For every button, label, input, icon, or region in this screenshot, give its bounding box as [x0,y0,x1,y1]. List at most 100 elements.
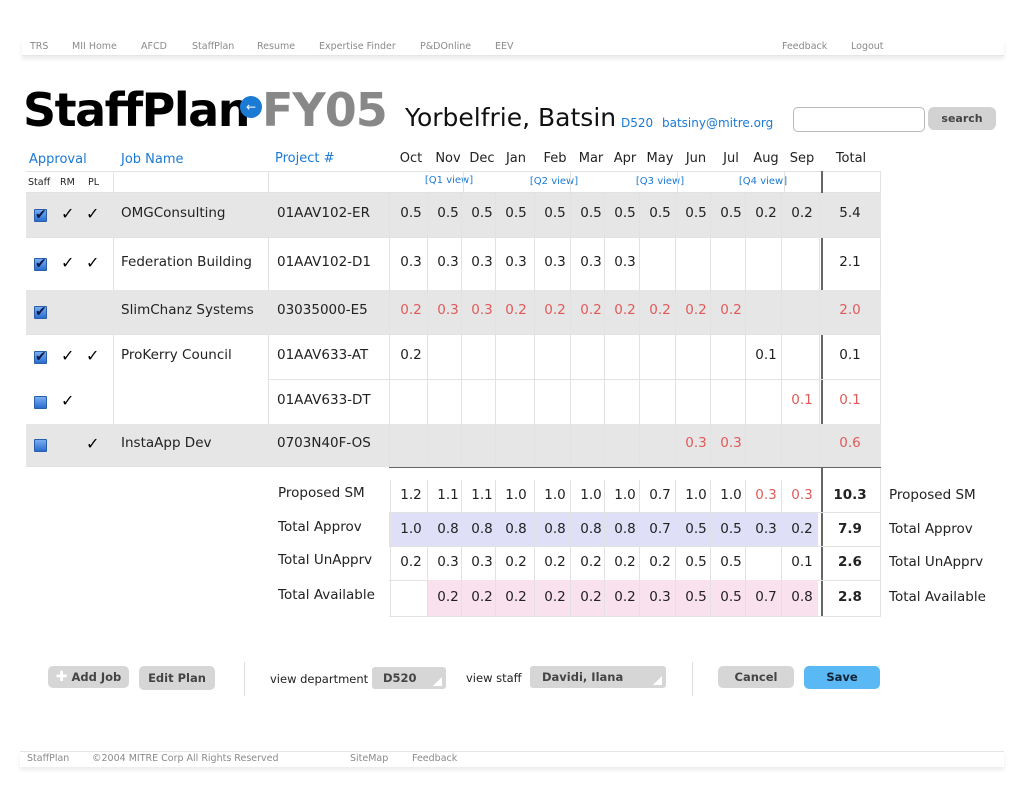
rm-approval-check-icon[interactable]: ✓ [61,204,75,223]
nav-link-expertise-finder[interactable]: Expertise Finder [319,41,396,52]
month-cell[interactable]: 0.3 [400,253,422,270]
month-cell[interactable]: 0.5 [649,205,671,221]
month-cell[interactable]: 0.3 [614,253,636,270]
footer-feedback-link[interactable]: Feedback [412,753,458,764]
month-cell[interactable]: 0.5 [505,205,527,221]
job-name[interactable]: ProKerry Council [121,346,232,363]
staff-approval-checkbox[interactable]: ✔ [34,305,47,319]
edit-plan-button[interactable]: Edit Plan [139,666,215,690]
cell-divider [570,580,571,616]
search-input[interactable] [793,107,925,132]
summary-label: Total Available [278,587,375,603]
month-cell[interactable]: 0.3 [544,253,566,270]
user-dept-link[interactable]: D520 [621,116,654,130]
cell-divider [390,580,391,616]
staff-approval-checkbox[interactable]: ✔ [34,350,47,364]
month-cell[interactable]: 0.2 [755,205,777,221]
rm-approval-check-icon[interactable]: ✓ [61,252,75,272]
month-cell[interactable]: 0.2 [544,302,566,318]
summary-cell: 0.5 [685,554,707,570]
search-button[interactable]: search [928,107,996,130]
q4-view-link[interactable]: [Q4 view] [738,176,788,187]
month-cell[interactable]: 0.2 [400,346,422,363]
month-cell[interactable]: 0.2 [685,302,707,318]
month-cell[interactable]: 0.3 [437,253,459,270]
add-job-button[interactable]: ✚ Add Job [48,666,129,688]
nav-link-feedback[interactable]: Feedback [782,41,828,52]
month-cell[interactable]: 0.3 [505,253,527,270]
job-name[interactable]: OMGConsulting [121,205,226,221]
nav-link-logout[interactable]: Logout [851,41,884,52]
month-cell[interactable]: 0.3 [471,253,493,270]
arrow-left-icon: ← [240,96,262,118]
job-name[interactable]: InstaApp Dev [121,435,212,451]
department-select[interactable]: D520 [372,667,446,689]
month-cell[interactable]: 0.1 [791,391,813,408]
staff-approval-checkbox[interactable] [34,395,47,409]
staff-approval-checkbox[interactable]: ✔ [34,257,47,271]
rm-approval-check-icon[interactable]: ✓ [61,390,75,410]
cell-divider [461,480,462,512]
month-cell[interactable]: 0.5 [471,205,493,221]
nav-link-mii-home[interactable]: MII Home [72,41,117,52]
nav-link-trs[interactable]: TRS [30,41,49,52]
nav-link-staffplan[interactable]: StaffPlan [192,41,235,52]
cell-background [461,513,495,546]
job-name[interactable]: SlimChanz Systems [121,302,254,318]
month-cell[interactable]: 0.3 [685,435,707,451]
month-cell[interactable]: 0.2 [649,302,671,318]
cell-divider [534,546,535,580]
staff-select[interactable]: Davidi, Ilana [530,666,666,688]
pl-approval-check-icon[interactable]: ✓ [86,204,100,223]
pl-approval-check-icon[interactable]: ✓ [86,252,100,272]
staff-approval-checkbox[interactable] [34,439,47,452]
summary-cell: 1.0 [580,487,602,503]
rm-approval-check-icon[interactable]: ✓ [61,345,75,365]
cell-divider [570,379,571,424]
month-cell[interactable]: 0.2 [580,302,602,318]
job-name-header[interactable]: Job Name [121,152,184,167]
pl-approval-check-icon[interactable]: ✓ [86,434,100,453]
save-button[interactable]: Save [804,666,880,689]
month-cell[interactable]: 0.2 [400,302,422,318]
month-cell[interactable]: 0.5 [580,205,602,221]
cancel-button[interactable]: Cancel [718,666,794,688]
cell-divider [604,237,605,290]
nav-link-eev[interactable]: EEV [495,41,514,52]
project-header[interactable]: Project # [275,151,335,166]
job-name[interactable]: Federation Building [121,253,252,270]
month-cell[interactable]: 0.5 [720,205,742,221]
month-cell[interactable]: 0.5 [685,205,707,221]
footer-sitemap-link[interactable]: SiteMap [350,753,389,764]
month-cell[interactable]: 0.3 [437,302,459,318]
month-cell[interactable]: 0.2 [791,205,813,221]
cell-divider [495,193,496,237]
nav-link-afcd[interactable]: AFCD [141,41,167,52]
cell-divider [639,424,640,466]
cell-background [427,580,461,616]
month-cell[interactable]: 0.1 [755,346,777,363]
month-cell[interactable]: 0.3 [471,302,493,318]
month-cell[interactable]: 0.3 [720,435,742,451]
month-cell[interactable]: 0.5 [400,205,422,221]
month-cell[interactable]: 0.2 [614,302,636,318]
staff-subheader: Staff [28,177,51,188]
month-header-mar: Mar [578,151,604,166]
nav-link-pdonline[interactable]: P&DOnline [420,41,472,52]
pl-approval-check-icon[interactable]: ✓ [86,345,100,365]
staff-select-value: Davidi, Ilana [542,670,624,684]
month-cell[interactable]: 0.3 [580,253,602,270]
month-cell[interactable]: 0.5 [614,205,636,221]
summary-cell: 0.3 [471,554,493,570]
month-cell[interactable]: 0.2 [720,302,742,318]
q3-view-link[interactable]: [Q3 view] [635,176,685,187]
month-cell[interactable]: 0.5 [544,205,566,221]
staff-approval-checkbox[interactable]: ✔ [34,208,47,222]
approval-header[interactable]: Approval [29,152,87,167]
nav-link-resume[interactable]: Resume [257,41,296,52]
q2-view-link[interactable]: [Q2 view] [529,176,579,187]
month-cell[interactable]: 0.5 [437,205,459,221]
user-email-link[interactable]: batsiny@mitre.org [662,116,774,130]
month-cell[interactable]: 0.2 [505,302,527,318]
q1-view-link[interactable]: [Q1 view] [424,175,474,186]
